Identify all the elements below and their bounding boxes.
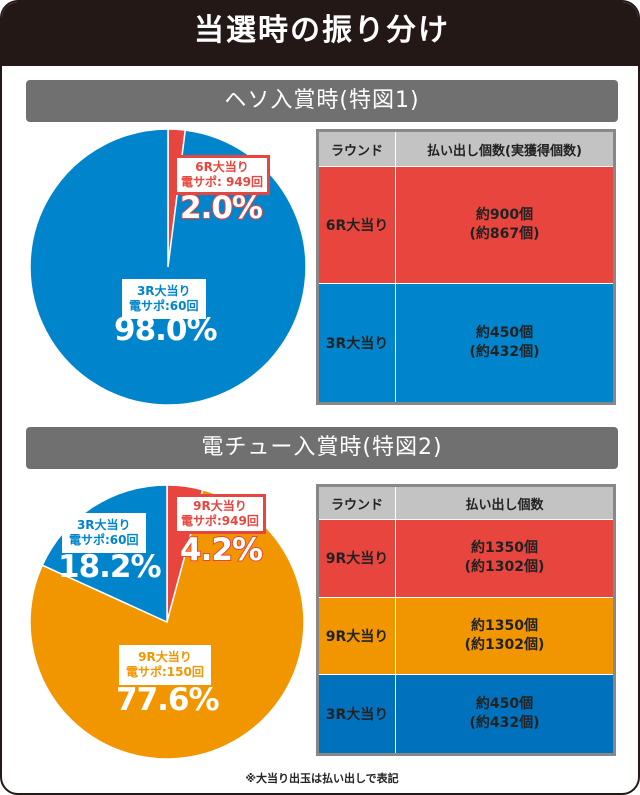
table-row: 3R大当り 約450個 (約432個): [317, 283, 615, 404]
table-row: 9R大当り 約1350個 (約1302個): [317, 519, 615, 598]
slice-sub: 電サポ:60回: [129, 299, 199, 313]
slice-name: 6R大当り: [195, 160, 249, 174]
pie1-label-6r: 6R大当り 電サポ: 949回: [174, 155, 271, 195]
pie2-label-3r: 3R大当り 電サポ:60回: [62, 513, 146, 553]
slice-sub: 電サポ:150回: [126, 665, 204, 679]
payout-table-2: ラウンド 払い出し個数 9R大当り 約1350個 (約1302個) 9R大当り 約…: [316, 484, 616, 756]
slice-name: 3R大当り: [76, 518, 131, 532]
pie-slice-1: [29, 128, 307, 406]
payout: 約900個: [475, 207, 534, 223]
slice-sub: 電サポ:60回: [69, 533, 139, 547]
round-cell: 3R大当り: [317, 283, 396, 404]
col-payout: 払い出し個数: [395, 485, 615, 520]
slice-name: 9R大当り: [138, 650, 192, 664]
pie2-pct-3r: 18.2%: [58, 549, 162, 585]
table-row: 6R大当り 約900個 (約867個): [317, 166, 615, 284]
section1-heading: ヘソ入賞時(特図1): [26, 80, 618, 122]
table-row: 3R大当り 約450個 (約432個): [317, 674, 615, 755]
payout: 約450個: [475, 325, 534, 341]
footnote: ※大当り出玉は払い出しで表記: [245, 772, 399, 785]
payout-cell: 約450個 (約432個): [395, 283, 615, 404]
actual: (約867個): [469, 226, 540, 242]
pie-slice-1: [29, 488, 305, 760]
col-payout: 払い出し個数(実獲得個数): [395, 130, 615, 167]
payout-table-1: ラウンド 払い出し個数(実獲得個数) 6R大当り 約900個 (約867個) 3R…: [316, 129, 616, 405]
pie2-pct-9r-b: 77.6%: [116, 682, 220, 718]
actual: (約432個): [469, 715, 540, 732]
actual: (約1302個): [464, 636, 545, 653]
section2-heading: 電チュー入賞時(特図2): [26, 427, 618, 469]
pie1-pct-6r: 2.0%: [179, 189, 264, 227]
slice-sub: 電サポ:949回: [181, 514, 259, 528]
col-round: ラウンド: [317, 130, 396, 167]
payout: 約1350個: [471, 617, 538, 634]
col-round: ラウンド: [317, 485, 396, 520]
payout-cell: 約1350個 (約1302個): [395, 596, 615, 676]
pie2-pct-9r-a: 4.2%: [179, 531, 264, 569]
round-cell: 3R大当り: [317, 674, 396, 755]
slice-name: 9R大当り: [193, 499, 247, 513]
slice-sub: 電サポ: 949回: [181, 175, 264, 189]
payout-cell: 約1350個 (約1302個): [395, 519, 615, 598]
payout-cell: 約450個 (約432個): [395, 674, 615, 755]
payout: 約450個: [475, 696, 534, 713]
table-header-row: ラウンド 払い出し個数(実獲得個数): [317, 130, 615, 167]
table-header-row: ラウンド 払い出し個数: [317, 485, 615, 520]
round-cell: 9R大当り: [317, 596, 396, 676]
pie2-label-9r-b: 9R大当り 電サポ:150回: [119, 645, 211, 685]
actual: (約432個): [469, 344, 540, 360]
round-cell: 9R大当り: [317, 519, 396, 598]
table-row: 9R大当り 約1350個 (約1302個): [317, 596, 615, 676]
actual: (約1302個): [464, 559, 545, 576]
slice-name: 3R大当り: [136, 284, 191, 298]
payout: 約1350個: [471, 540, 538, 557]
page-title: 当選時の振り分け: [2, 2, 638, 66]
pie1-label-3r: 3R大当り 電サポ:60回: [122, 279, 206, 319]
round-cell: 6R大当り: [317, 166, 396, 284]
pie2-label-9r-a: 9R大当り 電サポ:949回: [174, 494, 266, 534]
payout-cell: 約900個 (約867個): [395, 166, 615, 284]
pie1-pct-3r: 98.0%: [114, 312, 218, 348]
